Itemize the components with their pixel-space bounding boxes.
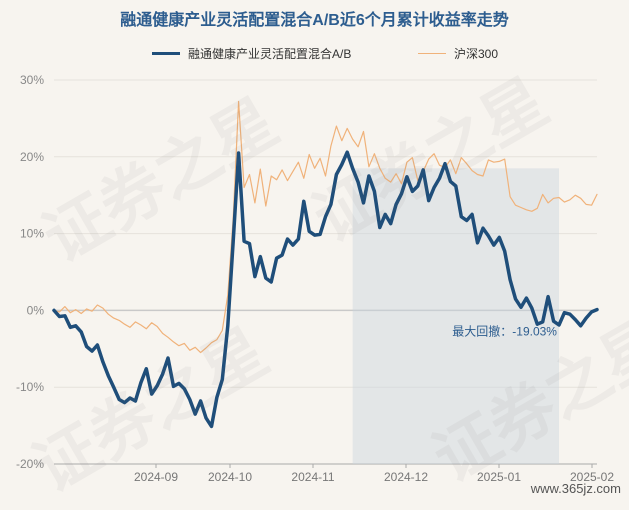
y-tick-label: -10% [16, 380, 44, 394]
y-tick-label: 30% [20, 73, 44, 87]
series-lines [52, 100, 599, 429]
x-tick-label: 2024-10 [208, 470, 252, 484]
y-tick-label: 0% [27, 303, 45, 317]
x-tick-label: 2024-09 [134, 470, 178, 484]
x-tick-label: 2025-02 [570, 470, 614, 484]
legend-item-index[interactable]: 沪深300 [418, 44, 498, 62]
drawdown-annotation: 最大回撤：-19.03% [452, 324, 557, 339]
x-tick-label: 2024-11 [291, 470, 334, 484]
drawdown-region [352, 168, 559, 464]
legend-label-index: 沪深300 [454, 46, 499, 61]
legend-label-fund: 融通健康产业灵活配置混合A/B [188, 46, 352, 61]
y-tick-label: 20% [20, 150, 44, 164]
series-line-fund [52, 150, 599, 429]
y-tick-label: 10% [20, 227, 44, 241]
y-tick-label: -20% [16, 457, 44, 471]
legend-item-fund[interactable]: 融通健康产业灵活配置混合A/B [152, 44, 351, 62]
series-line-index [53, 100, 598, 354]
chart-title: 融通健康产业灵活配置混合A/B近6个月累计收益率走势 [120, 12, 509, 29]
x-tick-label: 2024-12 [384, 470, 428, 484]
axis-labels: 30% 20% 10% 0% -10% -20% 2024-09 2024-10 2024-11… [16, 73, 614, 484]
legend-swatch-fund [152, 51, 180, 55]
x-tick-label: 2025-01 [477, 470, 521, 484]
site-watermark: www.365jz.com [530, 481, 621, 496]
chart-grid [54, 79, 597, 468]
drawdown-area [352, 168, 559, 464]
legend-swatch-index [418, 52, 446, 54]
